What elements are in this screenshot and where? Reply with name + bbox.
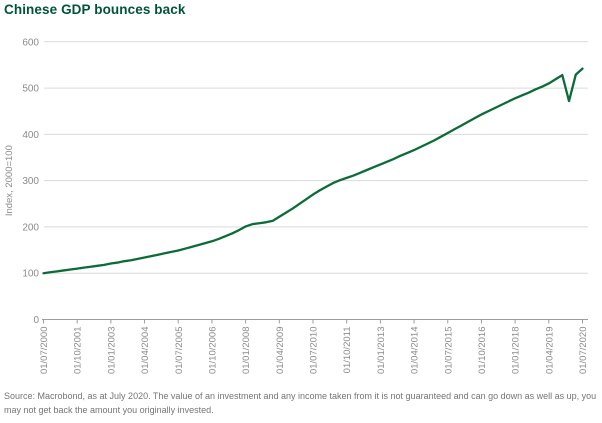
x-tick-label: 01/10/2001 <box>73 327 84 375</box>
x-tick-label: 01/01/2018 <box>511 327 522 375</box>
x-tick-label: 01/04/2009 <box>275 327 286 375</box>
source-note: Source: Macrobond, as at July 2020. The … <box>4 391 597 415</box>
y-tick-label: 400 <box>22 130 39 141</box>
page-title: Chinese GDP bounces back <box>4 2 186 17</box>
x-tick-label: 01/10/2016 <box>477 327 488 375</box>
x-tick-label: 01/10/2006 <box>207 327 218 375</box>
y-tick-label: 500 <box>22 84 39 95</box>
y-tick-label: 100 <box>22 269 39 280</box>
y-axis-title: Index, 2000=100 <box>4 145 15 216</box>
x-tick-label: 01/01/2008 <box>241 327 252 375</box>
y-tick-label: 0 <box>33 315 39 326</box>
y-tick-label: 600 <box>22 37 39 48</box>
x-tick-label: 01/07/2005 <box>174 327 185 375</box>
x-tick-label: 01/07/2015 <box>443 327 454 375</box>
x-tick-label: 01/01/2003 <box>106 327 117 375</box>
x-tick-label: 01/07/2020 <box>578 327 589 375</box>
x-tick-label: 01/01/2013 <box>376 327 387 375</box>
x-tick-label: 01/04/2019 <box>544 327 555 375</box>
x-tick-label: 01/07/2010 <box>309 327 320 375</box>
y-tick-label: 200 <box>22 222 39 233</box>
y-tick-label: 300 <box>22 176 39 187</box>
x-tick-label: 01/07/2000 <box>39 327 50 375</box>
x-tick-label: 01/04/2014 <box>410 327 421 375</box>
x-tick-label: 01/10/2011 <box>342 327 353 374</box>
gdp-line <box>42 67 584 275</box>
x-tick-label: 01/04/2004 <box>140 327 151 375</box>
